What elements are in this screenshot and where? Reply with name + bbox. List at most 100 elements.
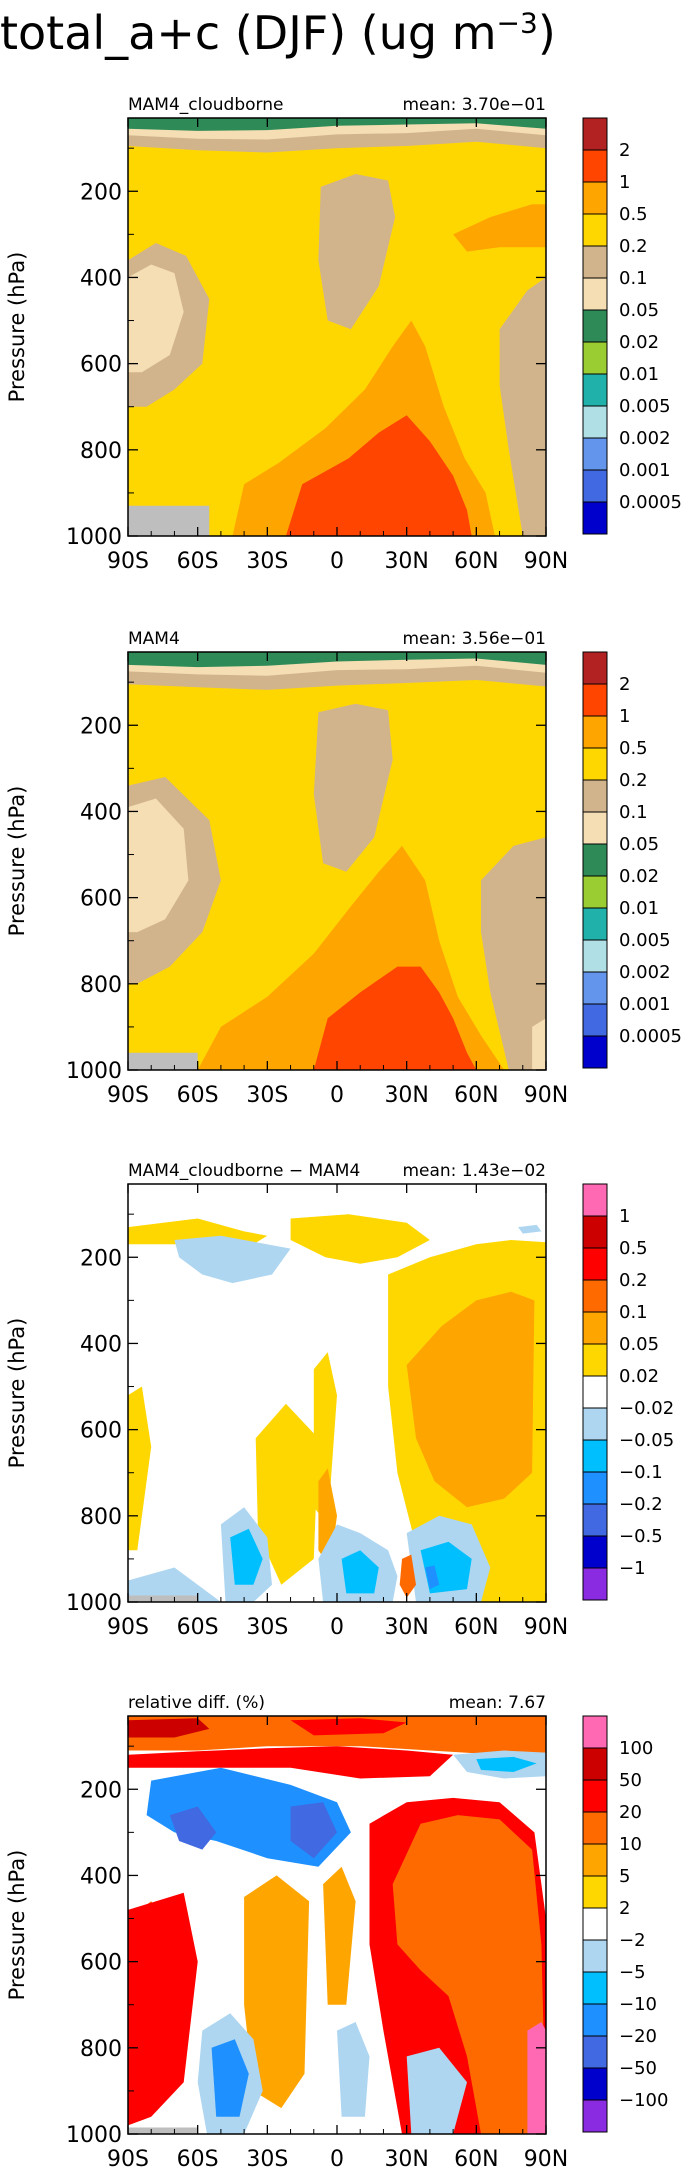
- y-tick-label: 400: [80, 1864, 122, 1889]
- y-tick-label: 200: [80, 714, 122, 739]
- colorbar-box: [582, 469, 608, 503]
- contour-region: [290, 1718, 407, 1736]
- colorbar-box: [582, 1215, 608, 1249]
- colorbar-label: 0.002: [619, 428, 671, 449]
- terrain-mask: [128, 529, 198, 536]
- y-tick-label: 400: [80, 800, 122, 825]
- chart-panel-4: relative diff. (%) mean: 7.67 90S 60S 30S 0 30…: [5, 1693, 668, 2172]
- terrain-mask: [128, 1063, 198, 1070]
- y-axis-label: Pressure (hPa): [5, 1318, 29, 1469]
- x-tick-label: 30N: [384, 1083, 428, 1108]
- figure-title-close: ): [537, 6, 556, 60]
- colorbar-label: 1: [619, 1206, 630, 1227]
- colorbar-box: [582, 2035, 608, 2069]
- colorbar-label: −20: [619, 2026, 657, 2047]
- colorbar-box: [582, 715, 608, 749]
- chart-panel-1: MAM4_cloudborne mean: 3.70e−01 90S 60S 30S 0 3…: [5, 95, 682, 574]
- x-tick-label: 60S: [177, 549, 219, 574]
- colorbar-box: [582, 1779, 608, 1813]
- y-tick-label: 600: [80, 1419, 122, 1444]
- colorbar-label: 100: [619, 1738, 653, 1759]
- x-tick-label: 60S: [177, 1083, 219, 1108]
- contour-region: [313, 966, 477, 1070]
- contour-region: [337, 2022, 370, 2117]
- contour-region: [399, 1554, 416, 1598]
- colorbar-box: [582, 779, 608, 813]
- colorbar-box: [582, 651, 608, 685]
- colorbar: 2 1 0.5 0.2 0.1 0.05 0.02 0.01 0.005 0.002 0.001 0.…: [582, 117, 682, 535]
- colorbar-box: [582, 1439, 608, 1473]
- colorbar-label: 50: [619, 1770, 642, 1791]
- x-tick-label: 0: [330, 1083, 344, 1108]
- colorbar-label: 0.1: [619, 268, 648, 289]
- colorbar-box: [582, 501, 608, 535]
- colorbar-box: [582, 1747, 608, 1781]
- colorbar-label: 2: [619, 140, 630, 161]
- contour-region: [230, 1528, 263, 1585]
- colorbar-label: 0.1: [619, 1302, 648, 1323]
- colorbar-label: 2: [619, 1898, 630, 1919]
- contour-region: [425, 1565, 440, 1590]
- colorbar-label: 0.02: [619, 866, 659, 887]
- colorbar-label: 20: [619, 1802, 642, 1823]
- colorbar-box: [582, 437, 608, 471]
- contour-region: [481, 837, 546, 1070]
- colorbar-label: 0.005: [619, 930, 671, 951]
- colorbar-box: [582, 1843, 608, 1877]
- contour-region: [392, 1815, 546, 2134]
- contour-region: [244, 1875, 310, 2109]
- y-axis-label: Pressure (hPa): [5, 252, 29, 403]
- colorbar-label: −50: [619, 2058, 657, 2079]
- colorbar-box: [582, 245, 608, 279]
- colorbar-box: [582, 1407, 608, 1441]
- colorbar-label: 0.001: [619, 460, 671, 481]
- x-tick-label: 60S: [177, 2147, 219, 2172]
- colorbar: 2 1 0.5 0.2 0.1 0.05 0.02 0.01 0.005 0.002 0.001 0.…: [582, 651, 682, 1069]
- contour-region: [128, 1718, 210, 1738]
- contour-region: [476, 1756, 537, 1772]
- contour-region: [128, 264, 184, 373]
- colorbar-box: [582, 939, 608, 973]
- y-tick-label: 200: [80, 1778, 122, 1803]
- colorbar-box: [582, 1875, 608, 1909]
- colorbar-label: 10: [619, 1834, 642, 1855]
- panel-mean: mean: 1.43e−02: [402, 1161, 546, 1181]
- y-tick-label: 200: [80, 180, 122, 205]
- contour-region: [406, 1291, 535, 1508]
- contour-region: [341, 1550, 379, 1594]
- colorbar-label: −10: [619, 1994, 657, 2015]
- colorbar-label: 2: [619, 674, 630, 695]
- panel-mean: mean: 7.67: [449, 1693, 546, 1713]
- colorbar-box: [582, 405, 608, 439]
- x-tick-label: 30N: [384, 549, 428, 574]
- colorbar-box: [582, 907, 608, 941]
- panel-mean: mean: 3.70e−01: [402, 95, 546, 115]
- colorbar-label: −0.5: [619, 1526, 663, 1547]
- colorbar-box: [582, 1567, 608, 1601]
- colorbar-box: [582, 2003, 608, 2037]
- x-tick-label: 90N: [524, 1083, 568, 1108]
- panel-title: MAM4_cloudborne: [128, 95, 283, 115]
- colorbar-box: [582, 213, 608, 247]
- panel-title: relative diff. (%): [128, 1693, 265, 1713]
- x-tick-label: 60N: [454, 1615, 498, 1640]
- figure-title: total_a+c (DJF) (ug m−3): [0, 6, 686, 60]
- contour-region: [313, 703, 393, 872]
- colorbar-box: [582, 1939, 608, 1973]
- contour-region: [128, 505, 210, 536]
- colorbar-label: 0.05: [619, 834, 659, 855]
- colorbar-box: [582, 277, 608, 311]
- contour-region: [527, 2022, 546, 2134]
- panel-mean: mean: 3.56e−01: [402, 629, 546, 649]
- contour-region: [318, 174, 396, 330]
- contour-region: [285, 415, 472, 536]
- colorbar-label: −0.2: [619, 1494, 663, 1515]
- colorbar-box: [582, 341, 608, 375]
- colorbar-label: −0.1: [619, 1462, 663, 1483]
- colorbar-box: [582, 309, 608, 343]
- colorbar-label: 0.2: [619, 236, 648, 257]
- x-tick-label: 30S: [246, 2147, 288, 2172]
- terrain-mask: [128, 2127, 198, 2134]
- colorbar-label: 0.01: [619, 898, 659, 919]
- y-tick-label: 800: [80, 439, 122, 464]
